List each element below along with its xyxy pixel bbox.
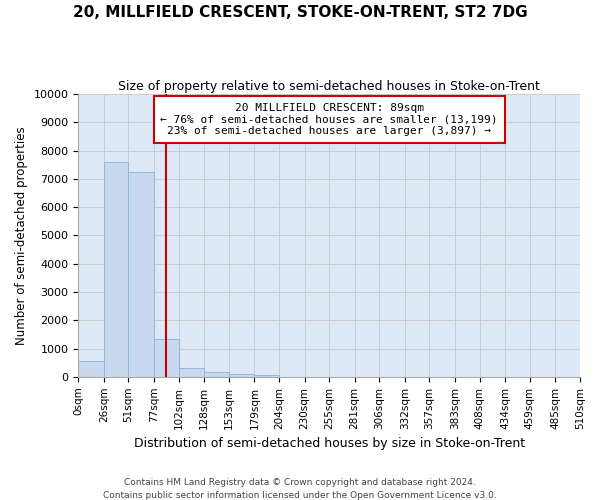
Text: 20, MILLFIELD CRESCENT, STOKE-ON-TRENT, ST2 7DG: 20, MILLFIELD CRESCENT, STOKE-ON-TRENT, … <box>73 5 527 20</box>
Bar <box>204 372 229 377</box>
Text: 20 MILLFIELD CRESCENT: 89sqm
← 76% of semi-detached houses are smaller (13,199)
: 20 MILLFIELD CRESCENT: 89sqm ← 76% of se… <box>160 102 498 136</box>
Bar <box>78 361 104 377</box>
Text: Contains HM Land Registry data © Crown copyright and database right 2024.
Contai: Contains HM Land Registry data © Crown c… <box>103 478 497 500</box>
Bar <box>128 172 154 377</box>
Title: Size of property relative to semi-detached houses in Stoke-on-Trent: Size of property relative to semi-detach… <box>118 80 540 93</box>
Bar <box>229 374 254 377</box>
Bar <box>104 162 128 377</box>
Bar <box>254 374 279 377</box>
Y-axis label: Number of semi-detached properties: Number of semi-detached properties <box>15 126 28 345</box>
Bar <box>154 338 179 377</box>
Bar <box>179 368 204 377</box>
X-axis label: Distribution of semi-detached houses by size in Stoke-on-Trent: Distribution of semi-detached houses by … <box>134 437 525 450</box>
